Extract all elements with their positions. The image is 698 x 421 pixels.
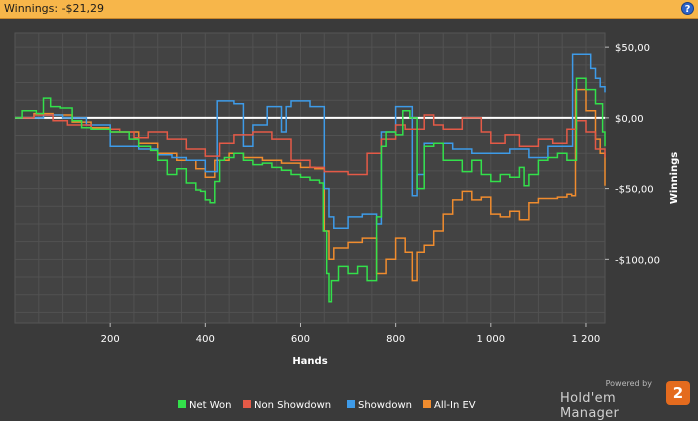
x-tick-label: 600 bbox=[291, 334, 310, 345]
legend-swatch-all-in-ev bbox=[423, 400, 431, 408]
help-button[interactable]: ? bbox=[681, 2, 694, 15]
y-axis-label: Winnings bbox=[669, 152, 680, 204]
x-axis-label: Hands bbox=[292, 356, 327, 367]
series-line-showdown bbox=[15, 53, 606, 229]
legend-label-net-won: Net Won bbox=[189, 400, 232, 411]
y-axis: $50,00 $0,00 -$50,00 -$100,00 bbox=[605, 43, 660, 266]
title-bar: Winnings: -$21,29 ? bbox=[0, 0, 698, 19]
y-tick-label: $50,00 bbox=[615, 43, 650, 54]
series-line-net-won bbox=[15, 77, 606, 303]
hm2-logo-icon: 2 bbox=[666, 381, 690, 405]
legend-swatch-net-won bbox=[178, 400, 186, 408]
legend: Net Won Non Showdown Showdown All-In EV bbox=[178, 400, 476, 411]
x-tick-label: 400 bbox=[196, 334, 215, 345]
x-axis: 200 400 600 800 1 000 1 200 bbox=[101, 323, 601, 345]
powered-by-text: Powered by bbox=[605, 379, 652, 388]
y-tick-label: -$50,00 bbox=[615, 185, 654, 196]
legend-label-all-in-ev: All-In EV bbox=[434, 400, 476, 411]
branding: Powered by Hold'em Manager 2 bbox=[560, 379, 690, 421]
legend-label-showdown: Showdown bbox=[358, 400, 412, 411]
y-tick-label: $0,00 bbox=[615, 114, 644, 125]
legend-label-non-showdown: Non Showdown bbox=[254, 400, 331, 411]
x-tick-label: 200 bbox=[101, 334, 120, 345]
y-tick-label: -$100,00 bbox=[615, 255, 660, 266]
series-line-non-showdown bbox=[15, 114, 606, 176]
series-line-all-in-ev bbox=[15, 88, 606, 282]
series-lines bbox=[15, 53, 606, 303]
window-title: Winnings: -$21,29 bbox=[4, 2, 105, 15]
x-tick-label: 1 000 bbox=[476, 334, 505, 345]
legend-swatch-showdown bbox=[347, 400, 355, 408]
x-tick-label: 800 bbox=[386, 334, 405, 345]
legend-swatch-non-showdown bbox=[243, 400, 251, 408]
x-tick-label: 1 200 bbox=[572, 334, 601, 345]
